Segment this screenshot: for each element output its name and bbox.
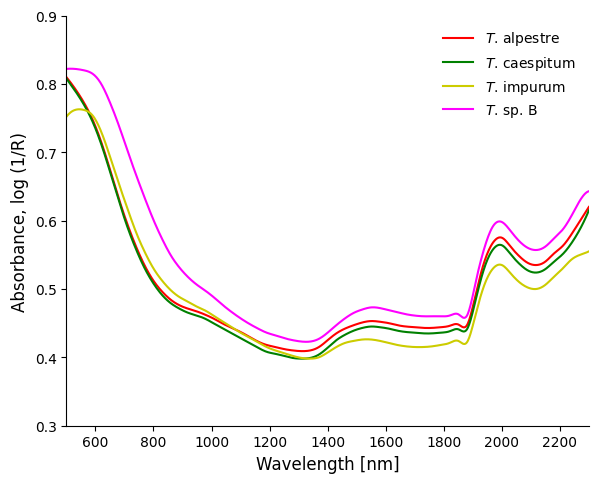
Y-axis label: Absorbance, log (1/R): Absorbance, log (1/R) [11,131,29,311]
Legend: $\it{T}$. alpestre, $\it{T}$. caespitum, $\it{T}$. impurum, $\it{T}$. sp. B: $\it{T}$. alpestre, $\it{T}$. caespitum,… [436,24,582,127]
X-axis label: Wavelength [nm]: Wavelength [nm] [256,455,400,473]
